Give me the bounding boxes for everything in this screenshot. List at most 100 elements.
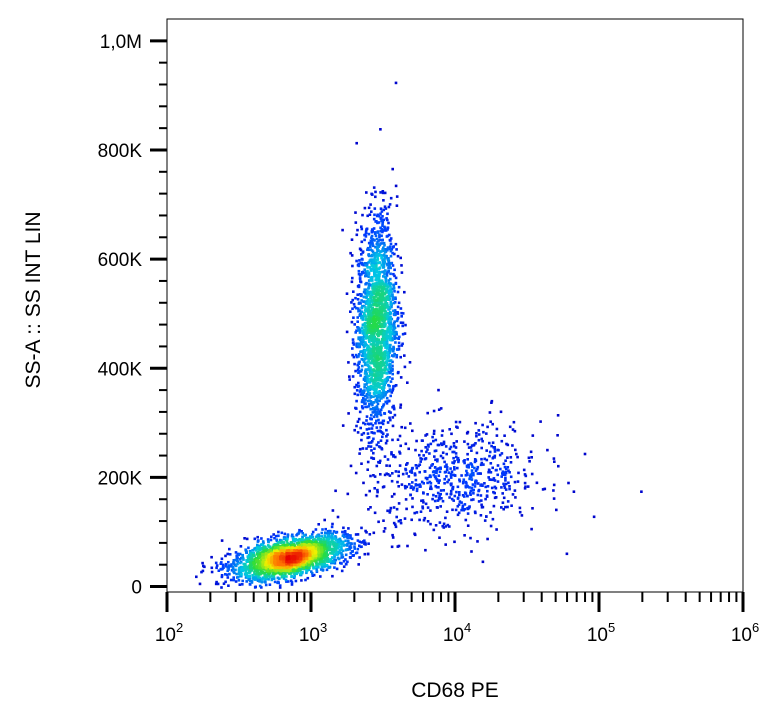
data-point (429, 485, 433, 488)
data-point (363, 312, 366, 315)
data-point (235, 554, 239, 558)
data-point (259, 572, 262, 576)
data-point (352, 343, 356, 346)
data-point (281, 567, 285, 571)
data-point (392, 283, 395, 287)
data-point (383, 303, 386, 306)
data-point (364, 363, 367, 367)
data-point (351, 347, 354, 350)
data-point (371, 193, 374, 196)
data-point (372, 227, 376, 230)
data-point (374, 394, 377, 398)
data-point (382, 259, 385, 263)
data-point (407, 447, 410, 451)
data-point (287, 542, 291, 546)
data-point (381, 224, 384, 228)
data-point (302, 560, 306, 564)
data-point (347, 541, 351, 545)
data-point (377, 346, 380, 349)
data-point (473, 466, 476, 470)
data-point (360, 227, 364, 231)
data-point (479, 484, 482, 487)
data-point (293, 572, 296, 575)
data-point (456, 497, 460, 500)
data-point (530, 527, 533, 531)
data-point (472, 473, 475, 477)
data-point (322, 554, 326, 558)
data-point (371, 331, 375, 334)
data-point (386, 509, 389, 513)
data-point (394, 296, 397, 299)
data-point (347, 527, 350, 530)
data-point (507, 469, 510, 472)
data-point (264, 583, 268, 587)
data-point (387, 410, 391, 413)
data-point (312, 573, 316, 577)
data-point (347, 534, 350, 537)
data-point (297, 557, 301, 561)
data-point (269, 550, 273, 553)
data-point (384, 279, 388, 282)
data-point (293, 545, 297, 548)
data-point (235, 556, 239, 560)
data-point (375, 333, 379, 336)
data-point (373, 292, 377, 295)
data-point (477, 488, 481, 492)
data-point (356, 293, 359, 296)
data-point (276, 557, 279, 561)
data-point (366, 331, 369, 335)
data-point (445, 475, 448, 478)
data-point (268, 575, 271, 579)
data-point (376, 213, 379, 217)
data-point (371, 267, 374, 271)
data-point (362, 332, 366, 336)
data-point (399, 521, 403, 525)
data-point (280, 557, 283, 561)
data-point (397, 337, 400, 340)
data-point (253, 569, 257, 572)
data-point (378, 459, 382, 463)
data-point (392, 354, 396, 357)
data-point (506, 500, 510, 503)
data-point (247, 555, 251, 558)
data-point (565, 552, 569, 556)
data-point (271, 556, 274, 559)
data-point (506, 456, 509, 459)
data-point (495, 434, 499, 437)
data-point (363, 399, 366, 402)
data-point (490, 486, 494, 490)
data-point (508, 485, 511, 488)
data-point (426, 493, 429, 496)
data-point (397, 485, 400, 488)
data-point (449, 489, 453, 493)
data-point (380, 379, 384, 382)
data-point (386, 311, 389, 315)
data-point (383, 354, 387, 358)
data-point (268, 560, 271, 564)
data-point (278, 563, 281, 567)
data-point (359, 302, 362, 305)
data-point (368, 213, 372, 216)
data-point (361, 251, 365, 254)
data-point (454, 420, 458, 424)
data-point (367, 248, 371, 252)
data-point (361, 399, 364, 402)
data-point (321, 541, 325, 545)
data-point (362, 481, 365, 485)
data-point (385, 402, 389, 405)
data-point (317, 537, 321, 540)
data-point (453, 468, 456, 471)
data-point (502, 507, 505, 511)
data-point (383, 412, 386, 415)
data-point (416, 483, 420, 487)
data-point (391, 377, 394, 380)
data-point (315, 563, 319, 567)
data-point (359, 388, 362, 391)
data-point (483, 457, 486, 461)
data-point (365, 383, 368, 386)
data-point (367, 309, 370, 312)
data-point (363, 357, 367, 361)
data-point (283, 547, 286, 550)
data-point (376, 246, 379, 249)
data-point (377, 391, 380, 394)
